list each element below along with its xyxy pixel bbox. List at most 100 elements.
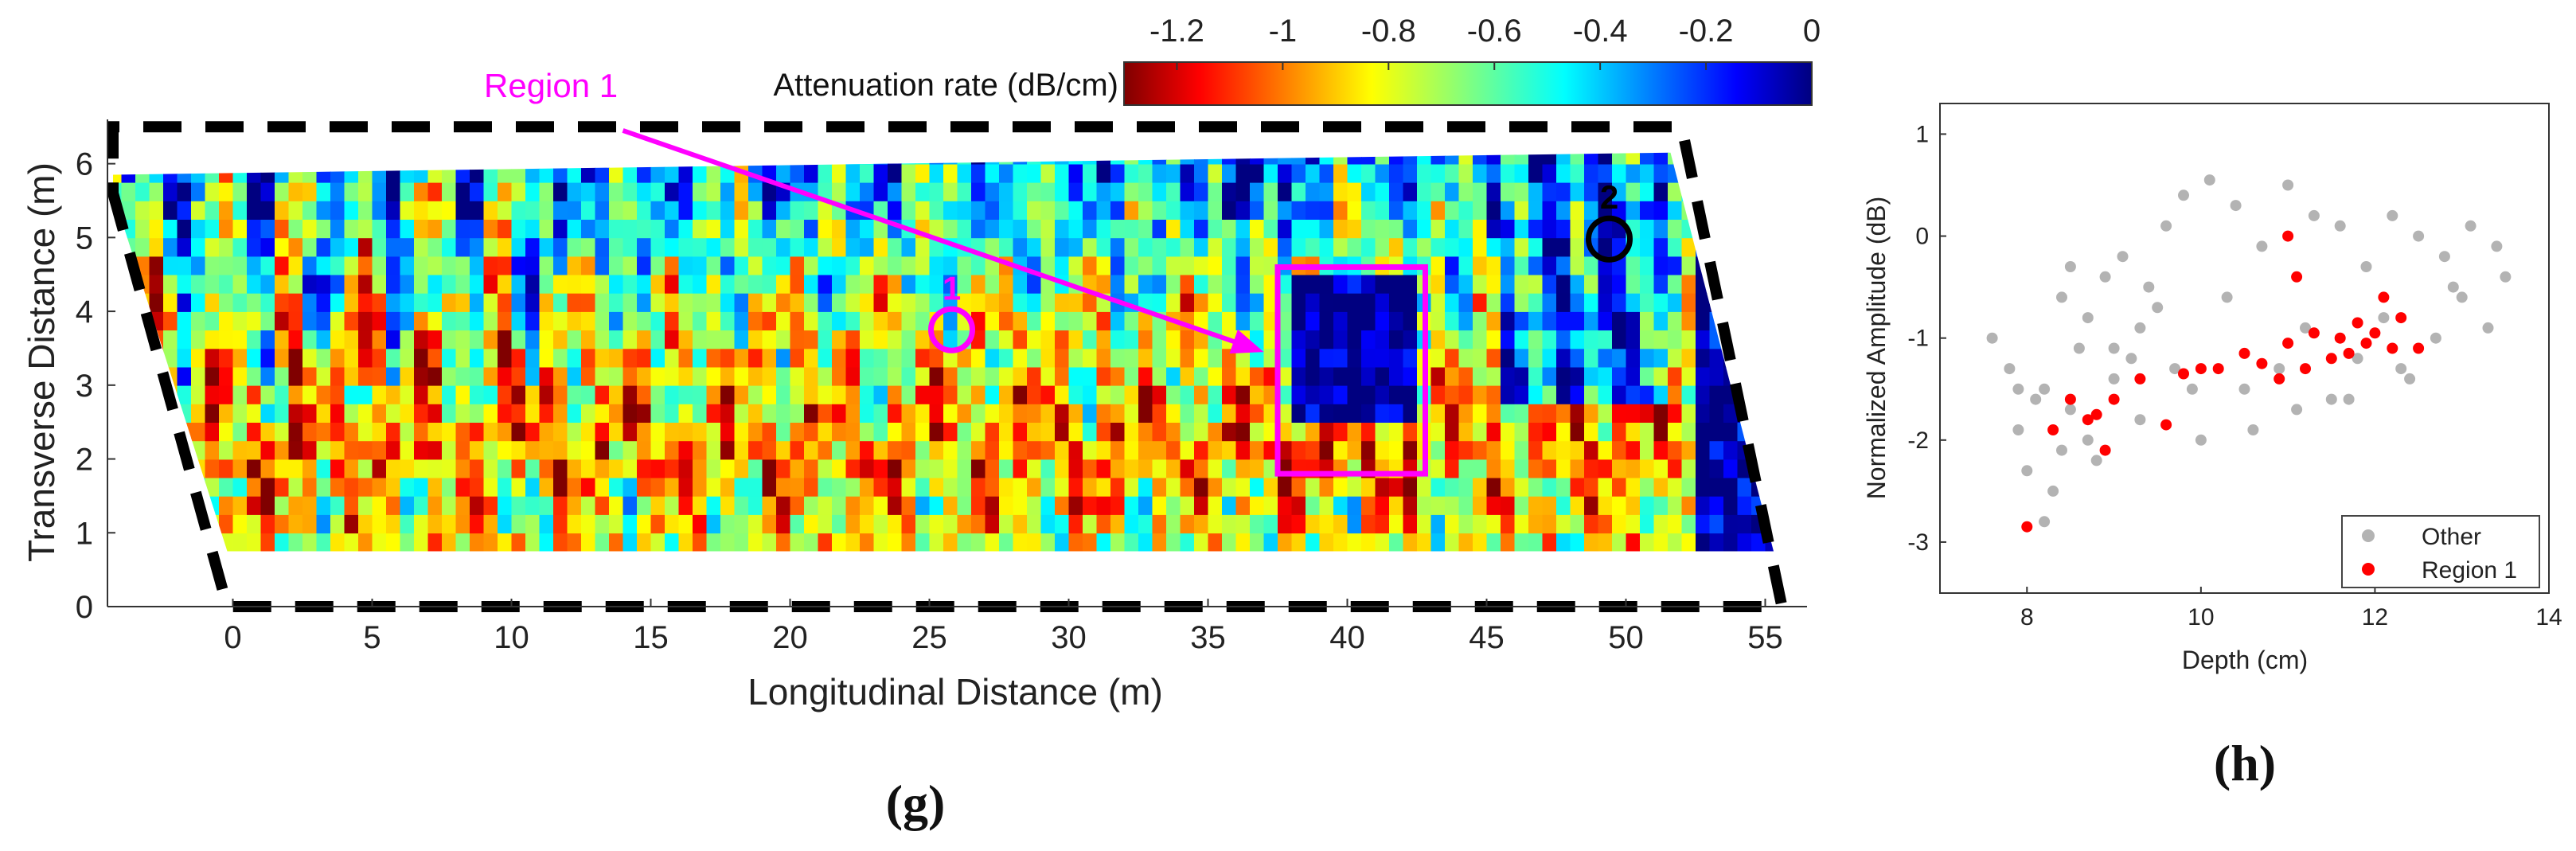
heatmap-cell [1040,163,1056,183]
heatmap-cell [1013,552,1028,571]
heatmap-cell [1681,274,1696,294]
heatmap-cell [1723,201,1739,220]
heatmap-cell [1278,477,1293,497]
heatmap-cell [888,311,903,331]
heatmap-cell [1612,385,1627,404]
heatmap-cell [1709,533,1724,552]
heatmap-cell [1612,348,1627,368]
heatmap-cell [1751,256,1766,275]
heatmap-cell [1180,366,1195,386]
scatter-point-other [2404,373,2416,385]
heatmap-cell [873,152,888,165]
heatmap-cell [734,274,749,294]
heatmap-cell [818,274,833,294]
heatmap-cell [1737,219,1752,239]
g-y-tick-label: 4 [76,295,93,330]
heatmap-cell [790,237,805,257]
heatmap-cell [623,477,638,497]
heatmap-cell [720,533,736,552]
heatmap-cell [1514,348,1529,368]
heatmap-cell [1737,348,1752,368]
heatmap-cell [804,385,819,404]
heatmap-cell [1514,422,1529,442]
scatter-point-other [2169,363,2181,375]
heatmap-cell [1445,219,1460,239]
heatmap-cell [720,330,736,349]
heatmap-cell [1556,152,1571,165]
heatmap-cell [1486,422,1501,442]
heatmap-cell [915,533,931,552]
heatmap-cell [275,219,290,239]
heatmap-cell [623,533,638,552]
heatmap-cell [971,477,986,497]
heatmap-cell [665,163,680,183]
heatmap-cell [1278,274,1293,294]
heatmap-cell [525,311,541,331]
heatmap-cell [1751,348,1766,368]
colorbar-tick-label: -1 [1269,14,1298,49]
heatmap-cell [720,256,736,275]
heatmap-cell [1306,311,1321,331]
heatmap-cell [525,552,540,571]
heatmap-cell [804,127,818,146]
heatmap-cell [372,422,387,442]
heatmap-cell [902,552,916,571]
heatmap-cell [1040,477,1056,497]
heatmap-cell [302,533,318,552]
heatmap-cell [525,152,541,165]
heatmap-cell [455,533,470,552]
heatmap-cell [511,422,526,442]
heatmap-cell [1501,477,1516,497]
scatter-point-other [2195,434,2207,446]
heatmap-cell [163,440,178,460]
heatmap-cell [316,256,331,275]
heatmap-cell [121,366,136,386]
colorbar-tick-label: -0.8 [1361,14,1416,49]
heatmap-cell [149,514,164,534]
heatmap-cell [1458,152,1473,165]
heatmap-cell [1083,201,1098,220]
heatmap-cell [1542,422,1557,442]
heatmap-cell [1709,152,1724,165]
heatmap-cell [1375,514,1390,534]
heatmap-cell [650,152,665,165]
heatmap-cell [470,495,485,515]
heatmap-cell [999,237,1014,257]
heatmap-cell [113,274,123,294]
heatmap-cell [414,533,429,552]
heatmap-cell [1556,292,1571,312]
heatmap-cell [1430,292,1446,312]
heatmap-cell [595,292,610,312]
heatmap-cell [1055,422,1070,442]
heatmap-cell [1584,422,1599,442]
heatmap-cell [873,385,888,404]
heatmap-cell [1319,495,1334,515]
heatmap-cell [1152,348,1167,368]
heatmap-cell [247,274,262,294]
heatmap-cell [1138,311,1153,331]
marker-1-label: 1 [943,269,961,306]
heatmap-cell [1138,477,1153,497]
heatmap-cell [330,440,345,460]
heatmap-cell [1458,533,1473,552]
heatmap-cell [790,404,805,423]
heatmap-cell [427,237,443,257]
heatmap-cell [1124,459,1139,478]
heatmap-cell [386,219,401,239]
heatmap-cell [1055,477,1070,497]
heatmap-cell [232,163,248,183]
heatmap-cell [511,311,526,331]
heatmap-cell [915,163,931,183]
heatmap-cell [888,552,902,571]
heatmap-cell [734,201,749,220]
heatmap-cell [177,311,192,331]
heatmap-cell [1598,495,1613,515]
heatmap-cell [971,422,986,442]
heatmap-cell [1640,533,1655,552]
heatmap-cell [929,201,944,220]
heatmap-cell [260,404,275,423]
heatmap-cell [790,256,805,275]
heatmap-cell [1737,311,1752,331]
heatmap-cell [1013,422,1028,442]
heatmap-cell [678,533,693,552]
